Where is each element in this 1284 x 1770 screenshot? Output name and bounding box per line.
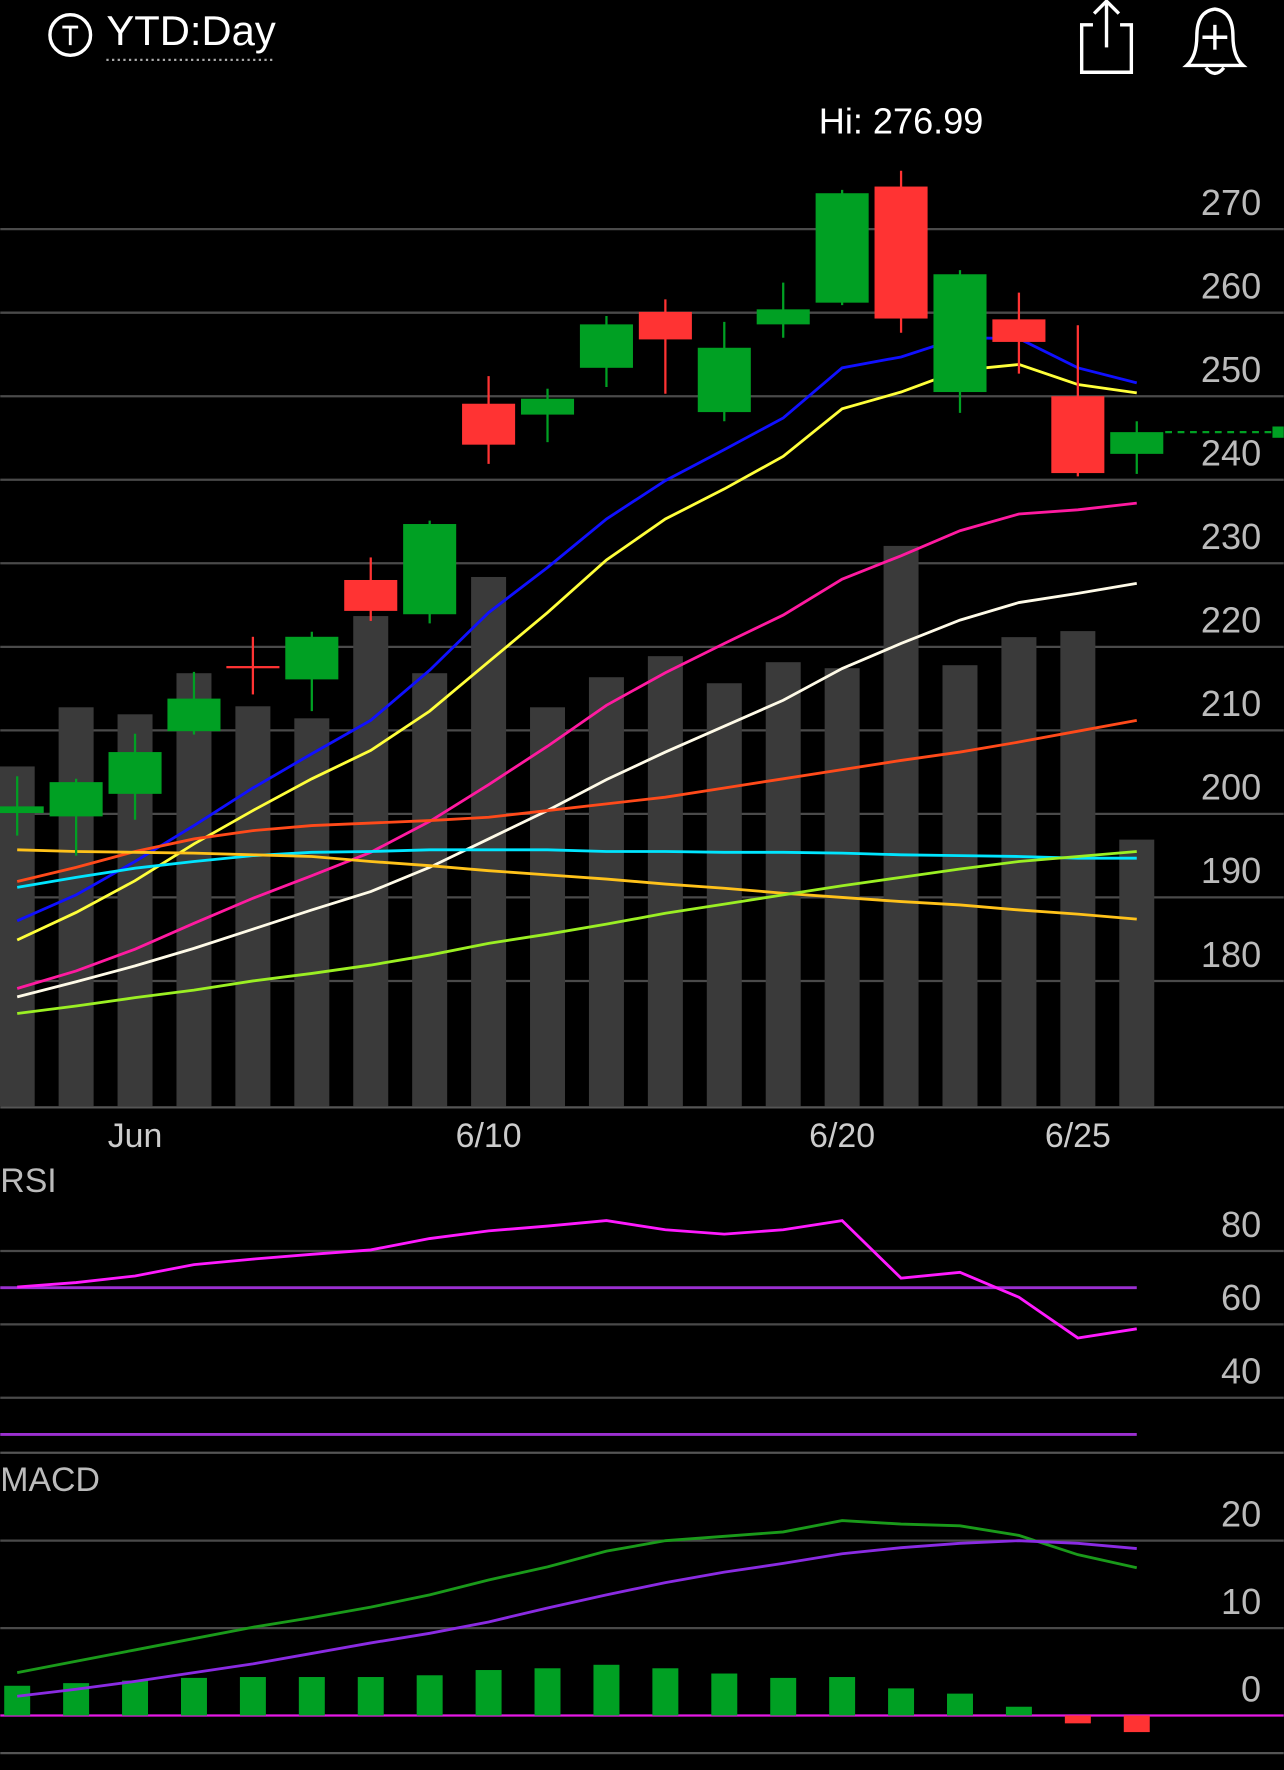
y-tick-label: 180 xyxy=(1201,934,1261,975)
histogram-bar xyxy=(1005,1706,1032,1716)
y-tick-label: 210 xyxy=(1201,683,1261,724)
bell-clapper xyxy=(1204,66,1226,76)
y-tick-label: 0 xyxy=(1241,1668,1261,1709)
x-tick-label: 6/10 xyxy=(456,1117,522,1155)
high-annotation: Hi: 276.99 xyxy=(819,101,984,142)
candle-body xyxy=(285,636,339,680)
volume-bar xyxy=(412,673,448,1107)
histogram-bar xyxy=(652,1668,679,1716)
x-tick-label: 6/25 xyxy=(1045,1117,1111,1155)
y-tick-label: 250 xyxy=(1201,349,1261,390)
histogram-bar xyxy=(770,1677,797,1716)
histogram-bar xyxy=(829,1677,856,1716)
panel-title: RSI xyxy=(0,1162,56,1200)
y-tick-label: 60 xyxy=(1221,1277,1261,1318)
candle-body xyxy=(520,398,575,415)
candle-body xyxy=(226,666,280,669)
volume-bar xyxy=(706,683,742,1107)
histogram-bar xyxy=(1064,1715,1091,1724)
y-tick-label: 270 xyxy=(1201,182,1261,223)
candle-body xyxy=(638,311,692,340)
y-tick-label: 260 xyxy=(1201,266,1261,307)
ticker-icon[interactable] xyxy=(48,12,93,58)
volume-bar xyxy=(588,677,624,1107)
y-tick-label: 220 xyxy=(1201,600,1261,641)
histogram-bar xyxy=(534,1668,561,1716)
histogram-bar xyxy=(357,1677,384,1716)
histogram-bar xyxy=(416,1675,443,1716)
histogram-bar xyxy=(593,1664,620,1716)
y-tick-label: 40 xyxy=(1221,1351,1261,1392)
volume-bar xyxy=(883,545,919,1107)
macd-line xyxy=(16,1519,1138,1675)
volume-bar xyxy=(176,673,212,1107)
histogram-bar xyxy=(711,1673,738,1716)
last-price-marker xyxy=(1272,426,1284,438)
volume-bar xyxy=(471,576,507,1107)
volume-bar xyxy=(647,656,683,1107)
panel-title: MACD xyxy=(0,1461,100,1499)
bell xyxy=(1182,7,1248,68)
share-box xyxy=(1079,23,1134,74)
histogram-bar xyxy=(4,1685,31,1716)
x-tick-label: 6/20 xyxy=(809,1117,875,1155)
volume-bar xyxy=(530,707,566,1107)
candle-body xyxy=(108,752,162,794)
histogram-bar xyxy=(1123,1715,1150,1733)
period-selector[interactable]: YTD:Day xyxy=(106,7,275,54)
share-button[interactable] xyxy=(1079,0,1134,74)
y-tick-label: 190 xyxy=(1201,850,1261,891)
volume-bar xyxy=(942,665,978,1107)
y-tick-label: 10 xyxy=(1221,1581,1261,1622)
volume-bar xyxy=(1119,839,1155,1107)
x-tick-label: Jun xyxy=(108,1117,163,1155)
moving-average xyxy=(17,850,1137,1015)
icon-circle xyxy=(48,12,93,58)
moving-average xyxy=(16,718,1138,883)
volume-bar xyxy=(235,706,271,1107)
y-tick-label: 240 xyxy=(1201,433,1261,474)
candle-body xyxy=(933,274,987,393)
candle-body xyxy=(1110,432,1164,454)
candle-body xyxy=(167,698,221,732)
candle-body xyxy=(49,782,103,817)
candle-body xyxy=(403,524,457,615)
candle-body xyxy=(992,319,1046,342)
histogram-bar xyxy=(947,1693,973,1716)
share-arrowhead xyxy=(1092,0,1121,15)
candle-body xyxy=(462,403,516,445)
moving-average xyxy=(17,848,1137,921)
histogram-bar xyxy=(239,1677,266,1716)
histogram-bar xyxy=(122,1680,149,1716)
volume-bar xyxy=(1060,631,1096,1107)
moving-average xyxy=(16,581,1138,999)
histogram-bar xyxy=(298,1677,325,1716)
candle-body xyxy=(579,324,633,368)
moving-average xyxy=(16,501,1137,990)
alert-button[interactable] xyxy=(1182,7,1248,76)
histogram-bar xyxy=(888,1688,915,1716)
candle-body xyxy=(874,186,928,319)
volume-bar xyxy=(294,718,330,1107)
rsi-line xyxy=(17,1219,1137,1340)
candle-body xyxy=(815,193,869,303)
candle-body xyxy=(0,806,44,814)
y-tick-label: 80 xyxy=(1221,1204,1261,1245)
candle-body xyxy=(697,347,751,413)
volume-bar xyxy=(765,662,801,1107)
histogram-bar xyxy=(180,1677,207,1716)
macd-line xyxy=(17,1539,1137,1698)
moving-average xyxy=(16,848,1137,889)
volume-bar xyxy=(1001,637,1037,1107)
histogram-bar xyxy=(475,1670,502,1716)
y-tick-label: 20 xyxy=(1221,1494,1261,1535)
candle-body xyxy=(344,579,398,611)
y-tick-label: 200 xyxy=(1201,767,1261,808)
candle-body xyxy=(1051,396,1105,474)
candle-body xyxy=(756,309,810,325)
y-tick-label: 230 xyxy=(1201,516,1261,557)
